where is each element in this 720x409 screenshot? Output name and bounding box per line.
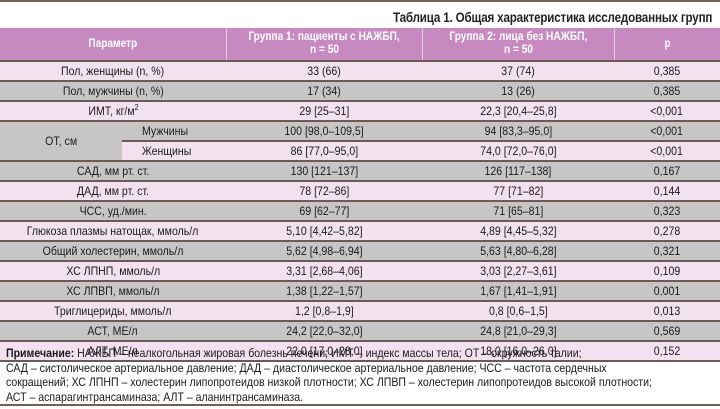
row-p: 0,385 [653, 64, 681, 78]
row-param: ИМТ, кг/м2 [87, 103, 139, 119]
row-param: ОТ, см [45, 134, 77, 148]
footnote-line-3: сокращений; ХС ЛПНП – холестерин липопро… [6, 375, 652, 389]
row-p: 0,167 [653, 164, 681, 178]
row-group1: 69 [62–77] [299, 204, 349, 218]
table-row: САД, мм рт. ст. 130 [121–137] 126 [117–1… [0, 161, 720, 182]
row-group1: 3,31 [2,68–4,06] [285, 264, 363, 278]
row-group1: 100 [98,0–109,5] [284, 124, 364, 138]
footnote-line-1: Примечание: НАЖБП – неалкогольная жирова… [6, 346, 582, 360]
table-row: ХС ЛПВП, ммоль/л 1,38 [1,22–1,57] 1,67 [… [0, 281, 720, 302]
table-row-ot-women: Женщины 86 [77,0–95,0] 74,0 [72,0–76,0] … [0, 141, 720, 162]
row-param: Глюкоза плазмы натощак, ммоль/л [27, 224, 199, 238]
table-header-row: Параметр Группа 1: пациенты с НАЖБП, n = … [0, 28, 720, 62]
header-param: Параметр [0, 28, 227, 62]
row-group1: 1,2 [0,8–1,9] [294, 304, 354, 318]
row-group2: 77 [71–82] [493, 184, 543, 198]
row-param: АЛТ, МЕ/л [87, 344, 139, 358]
header-group2: Группа 2: лица без НАЖБП, n = 50 [422, 28, 615, 62]
row-param: ХС ЛПНП, ммоль/л [66, 264, 160, 278]
row-group2: 3,03 [2,27–3,61] [479, 264, 557, 278]
header-group1: Группа 1: пациенты с НАЖБП, n = 50 [226, 28, 423, 62]
row-p: 0,321 [653, 244, 681, 258]
row-group1: 24,2 [22,0–32,0] [285, 324, 363, 338]
row-group2: 74,0 [72,0–76,0] [479, 144, 557, 158]
table-row: Пол, мужчины (n, %) 17 (34) 13 (26) 0,38… [0, 81, 720, 102]
row-p: <0,001 [650, 104, 684, 118]
table-footnote: Примечание: НАЖБП – неалкогольная жирова… [6, 346, 718, 404]
row-group1: 5,62 [4,98–6,94] [285, 244, 363, 258]
table-row: АСТ, МЕ/л 24,2 [22,0–32,0] 24,8 [21,0–29… [0, 321, 720, 342]
row-group2: 4,89 [4,45–5,32] [479, 224, 557, 238]
table-row: Общий холестерин, ммоль/л 5,62 [4,98–6,9… [0, 241, 720, 262]
table-row: ИМТ, кг/м2 29 [25–31] 22,3 [20,4–25,8] <… [0, 101, 720, 122]
row-group2: 24,8 [21,0–29,3] [479, 324, 557, 338]
row-group1: 130 [121–137] [290, 164, 358, 178]
row-subparam: Женщины [142, 144, 192, 158]
table-caption: Таблица 1. Общая характеристика исследов… [392, 10, 712, 25]
row-p: 0,001 [653, 284, 681, 298]
row-group2: 22,3 [20,4–25,8] [479, 104, 557, 118]
row-group2: 1,67 [1,41–1,91] [479, 284, 557, 298]
table-row: Глюкоза плазмы натощак, ммоль/л 5,10 [4,… [0, 221, 720, 242]
table-row-ot-men: ОТ, см Мужчины 100 [98,0–109,5] 94 [83,3… [0, 121, 720, 162]
row-subparam: Мужчины [142, 124, 189, 138]
row-p: 0,385 [653, 84, 681, 98]
row-group1: 22,0 [17,0–28,0] [285, 344, 363, 358]
row-group2: 126 [117–138] [484, 164, 552, 178]
row-group1: 29 [25–31] [299, 104, 349, 118]
row-param: Общий холестерин, ммоль/л [42, 244, 184, 258]
row-group1: 5,10 [4,42–5,82] [285, 224, 363, 238]
row-p: 0,152 [653, 344, 681, 358]
row-param: АСТ, МЕ/л [87, 324, 139, 338]
row-p: 0,323 [653, 204, 681, 218]
row-param: ЧСС, уд./мин. [79, 204, 147, 218]
row-group2: 13 (26) [501, 84, 535, 98]
row-group1: 78 [72–86] [299, 184, 349, 198]
row-group1: 1,38 [1,22–1,57] [285, 284, 363, 298]
footnote-line-4: АСТ – аспарагинтрансаминаза; АЛТ – алани… [6, 389, 304, 404]
row-param: ХС ЛПВП, ммоль/л [66, 284, 160, 298]
row-group2: 71 [65–81] [493, 204, 543, 218]
characteristics-table: Параметр Группа 1: пациенты с НАЖБП, n = … [0, 28, 720, 362]
row-group2: 0,8 [0,6–1,5] [488, 304, 548, 318]
row-p: <0,001 [650, 124, 684, 138]
top-rule [0, 0, 720, 2]
row-param: Пол, женщины (n, %) [61, 64, 165, 78]
table-row: АЛТ, МЕ/л 22,0 [17,0–28,0] 18,0 [16,0–26… [0, 341, 720, 362]
row-param: Пол, мужчины (n, %) [62, 84, 164, 98]
footnote-line-2: САД – систолическое артериальное давлени… [6, 360, 607, 375]
row-p: 0,278 [653, 224, 681, 238]
footnote-label: Примечание: [6, 346, 75, 360]
row-group2: 18,0 [16,0–26,0] [479, 344, 557, 358]
row-group1: 86 [77,0–95,0] [290, 144, 358, 158]
row-group2: 94 [83,3–95,0] [484, 124, 552, 138]
bottom-rule [0, 404, 720, 406]
row-param: САД, мм рт. ст. [76, 164, 150, 178]
row-p: 0,569 [653, 324, 681, 338]
table-row: ЧСС, уд./мин. 69 [62–77] 71 [65–81] 0,32… [0, 201, 720, 222]
row-group2: 37 (74) [501, 64, 535, 78]
table-row: ДАД, мм рт. ст. 78 [72–86] 77 [71–82] 0,… [0, 181, 720, 202]
row-p: 0,144 [653, 184, 681, 198]
row-p: <0,001 [650, 144, 684, 158]
row-p: 0,109 [653, 264, 681, 278]
header-p: p [614, 28, 720, 62]
table-row: ХС ЛПНП, ммоль/л 3,31 [2,68–4,06] 3,03 [… [0, 261, 720, 282]
table-row: Пол, женщины (n, %) 33 (66) 37 (74) 0,38… [0, 61, 720, 82]
row-group1: 17 (34) [307, 84, 341, 98]
row-param: Триглицериды, ммоль/л [54, 304, 172, 318]
table-row: Триглицериды, ммоль/л 1,2 [0,8–1,9] 0,8 … [0, 301, 720, 322]
row-p: 0,013 [653, 304, 681, 318]
row-param: ДАД, мм рт. ст. [76, 184, 150, 198]
row-group2: 5,63 [4,80–6,28] [479, 244, 557, 258]
row-group1: 33 (66) [307, 64, 341, 78]
